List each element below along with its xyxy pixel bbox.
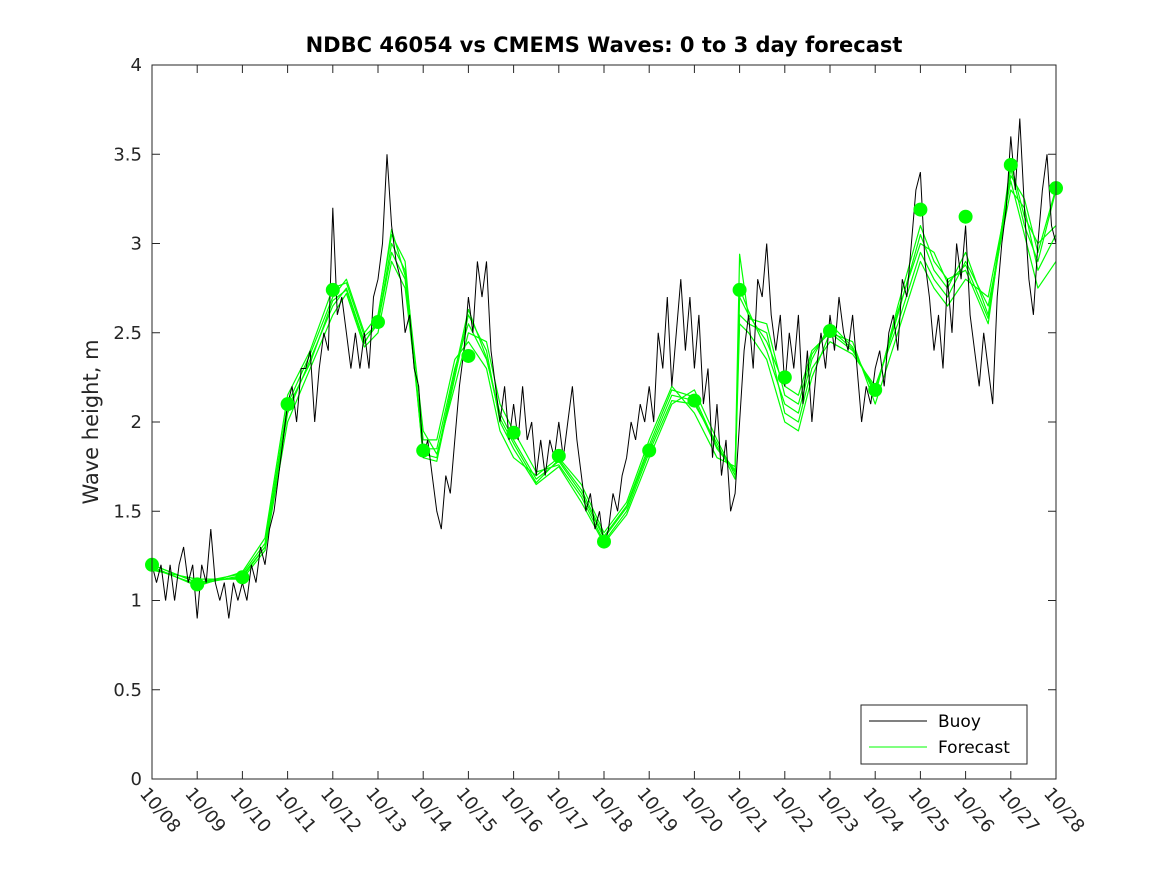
y-tick-label: 3 <box>131 234 142 255</box>
legend: Buoy Forecast <box>860 704 1028 765</box>
y-tick-label: 2.5 <box>113 323 142 344</box>
forecast-marker-10-24 <box>868 382 883 397</box>
legend-forecast-label: Forecast <box>938 738 1010 758</box>
forecast-marker-10-12 <box>325 282 340 297</box>
legend-buoy-label: Buoy <box>938 712 981 732</box>
forecast-marker-10-19 <box>642 443 657 458</box>
y-tick-label: 2 <box>131 412 142 433</box>
forecast-marker-10-16 <box>506 425 521 440</box>
forecast-marker-10-20 <box>687 393 702 408</box>
forecast-member-line-4 <box>151 180 1057 587</box>
plot-area <box>152 65 1056 779</box>
forecast-marker-10-22 <box>777 370 792 385</box>
forecast-marker-10-13 <box>371 315 385 330</box>
forecast-member-line-3 <box>151 189 1057 580</box>
y-tick-label: 1 <box>131 591 142 612</box>
forecast-member-line-5 <box>151 175 1057 584</box>
y-tick-label: 0 <box>131 769 142 790</box>
forecast-marker-10-26 <box>958 209 973 224</box>
forecast-marker-10-27 <box>1003 157 1018 172</box>
legend-box <box>860 704 1028 765</box>
y-axis-label: Wave height, m <box>79 339 103 504</box>
chart-title: NDBC 46054 vs CMEMS Waves: 0 to 3 day fo… <box>306 33 903 57</box>
forecast-marker-10-09 <box>190 577 205 592</box>
forecast-marker-10-14 <box>416 443 431 458</box>
forecast-marker-10-21 <box>732 282 747 297</box>
forecast-member-line-2 <box>151 162 1057 584</box>
y-tick-label: 0.5 <box>113 680 142 701</box>
forecast-marker-10-10 <box>235 570 250 585</box>
forecast-marker-10-25 <box>913 202 928 217</box>
forecast-marker-10-23 <box>823 323 837 338</box>
y-tick-label: 1.5 <box>113 501 142 522</box>
axes-box <box>151 64 1057 780</box>
y-tick-label: 4 <box>131 55 142 76</box>
forecast-marker-10-11 <box>280 397 295 412</box>
y-axis: 0 0.5 1 1.5 2 2.5 3 3.5 4 <box>113 55 1056 790</box>
forecast-marker-10-15 <box>461 348 476 363</box>
forecast-marker-10-18 <box>597 534 611 549</box>
series-layer <box>151 118 1057 619</box>
forecast-marker-10-17 <box>551 448 566 463</box>
y-tick-label: 3.5 <box>113 144 142 165</box>
